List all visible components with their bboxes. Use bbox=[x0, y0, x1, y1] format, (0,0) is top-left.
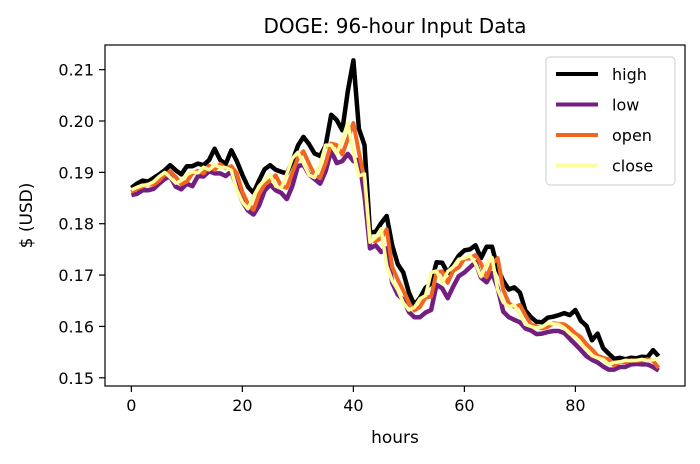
legend-label-close: close bbox=[612, 157, 653, 176]
legend-frame bbox=[545, 56, 676, 186]
y-tick-label: 0.15 bbox=[58, 369, 94, 388]
x-tick-label: 60 bbox=[454, 396, 474, 415]
x-tick-label: 80 bbox=[565, 396, 585, 415]
legend-label-open: open bbox=[612, 126, 652, 145]
chart-title: DOGE: 96-hour Input Data bbox=[263, 14, 526, 38]
y-axis-label: $ (USD) bbox=[17, 183, 37, 249]
legend: high low open close bbox=[545, 56, 676, 186]
plot-area bbox=[130, 58, 661, 373]
series-line-high bbox=[130, 58, 661, 362]
y-axis: 0.15 0.16 0.17 0.18 0.19 0.20 0.21 bbox=[58, 61, 105, 388]
x-tick-label: 20 bbox=[232, 396, 252, 415]
y-tick-label: 0.21 bbox=[58, 61, 94, 80]
y-tick-label: 0.16 bbox=[58, 317, 94, 336]
x-tick-label: 0 bbox=[126, 396, 136, 415]
y-tick-label: 0.19 bbox=[58, 163, 94, 182]
x-axis-label: hours bbox=[371, 428, 419, 448]
plot-frame bbox=[104, 44, 686, 387]
legend-label-low: low bbox=[612, 96, 639, 115]
legend-label-high: high bbox=[612, 65, 647, 84]
y-tick-label: 0.20 bbox=[58, 112, 94, 131]
x-axis: 0 20 40 60 80 bbox=[126, 386, 586, 415]
y-tick-label: 0.18 bbox=[58, 215, 94, 234]
y-tick-label: 0.17 bbox=[58, 266, 94, 285]
series-line-close bbox=[130, 121, 660, 367]
x-tick-label: 40 bbox=[343, 396, 363, 415]
